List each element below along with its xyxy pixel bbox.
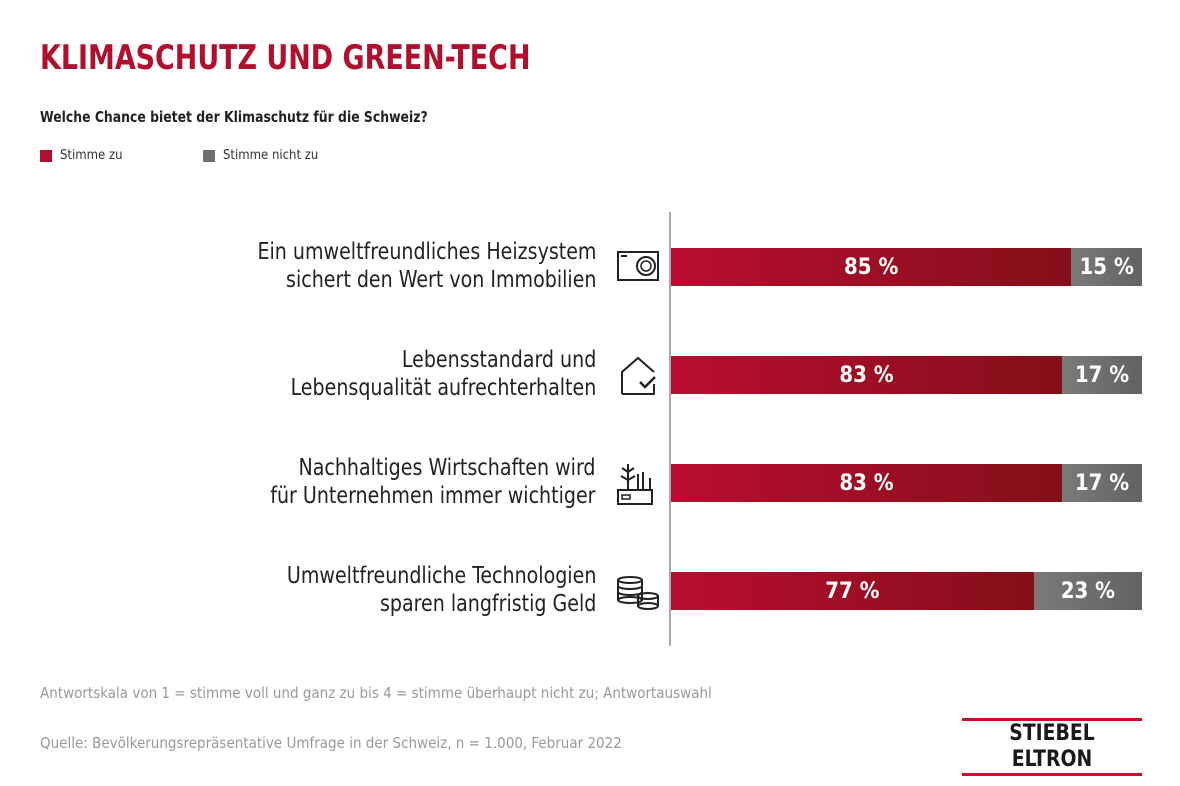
footnote-scale: Antwortskala von 1 = stimme voll und gan… xyxy=(40,684,712,702)
chart-title: KLIMASCHUTZ UND GREEN-TECH xyxy=(40,38,531,78)
logo-text: STIEBEL ELTRON xyxy=(1009,721,1095,772)
legend-disagree: Stimme nicht zu xyxy=(203,148,318,163)
data-label: 23 % xyxy=(1060,578,1115,604)
data-label: 83 % xyxy=(839,470,894,496)
data-label: 85 % xyxy=(844,254,899,280)
category-label-line: für Unternehmen immer wichtiger xyxy=(270,483,596,509)
house-check-icon xyxy=(612,350,662,396)
data-label: 83 % xyxy=(839,362,894,388)
bar-disagree: 17 % xyxy=(1061,464,1142,502)
chart-subtitle: Welche Chance bietet der Klimaschutz für… xyxy=(40,108,428,126)
heat-pump-icon xyxy=(612,242,662,288)
stiebel-eltron-logo: STIEBEL ELTRON xyxy=(962,718,1142,776)
category-label-line: Lebensqualität aufrechterhalten xyxy=(290,375,596,401)
bar-agree: 85 % xyxy=(671,248,1072,286)
coins-icon xyxy=(612,566,662,612)
category-label-line: sparen langfristig Geld xyxy=(379,591,596,617)
category-label: Ein umweltfreundliches Heizsystem sichert… xyxy=(257,238,596,294)
legend-agree: Stimme zu xyxy=(40,148,123,163)
category-label-line: sichert den Wert von Immobilien xyxy=(285,267,596,293)
category-label: Nachhaltiges Wirtschaften wird für Untern… xyxy=(271,454,596,510)
legend-swatch-agree xyxy=(40,149,52,162)
legend-swatch-disagree xyxy=(203,149,215,162)
category-label-line: Ein umweltfreundliches Heizsystem xyxy=(256,239,596,265)
bar-disagree: 15 % xyxy=(1071,248,1142,286)
category-label-line: Lebensstandard und xyxy=(401,347,596,373)
category-label-line: Nachhaltiges Wirtschaften wird xyxy=(298,455,596,481)
bar-disagree: 17 % xyxy=(1061,356,1142,394)
legend-label: Stimme zu xyxy=(60,148,123,163)
bar-agree: 83 % xyxy=(671,356,1062,394)
footnote-source: Quelle: Bevölkerungsrepräsentative Umfra… xyxy=(40,734,622,752)
data-label: 77 % xyxy=(825,578,880,604)
data-label: 15 % xyxy=(1079,254,1134,280)
bar-agree: 77 % xyxy=(671,572,1034,610)
bar-disagree: 23 % xyxy=(1033,572,1142,610)
bar-agree: 83 % xyxy=(671,464,1062,502)
category-label: Umweltfreundliche Technologien sparen lan… xyxy=(287,562,596,618)
data-label: 17 % xyxy=(1074,362,1130,388)
data-label: 17 % xyxy=(1074,470,1130,496)
plants-factory-icon xyxy=(612,458,662,505)
legend-label: Stimme nicht zu xyxy=(223,148,319,163)
y-axis-line xyxy=(669,212,671,646)
category-label-line: Umweltfreundliche Technologien xyxy=(286,563,596,589)
category-label: Lebensstandard und Lebensqualität aufrech… xyxy=(290,346,596,402)
